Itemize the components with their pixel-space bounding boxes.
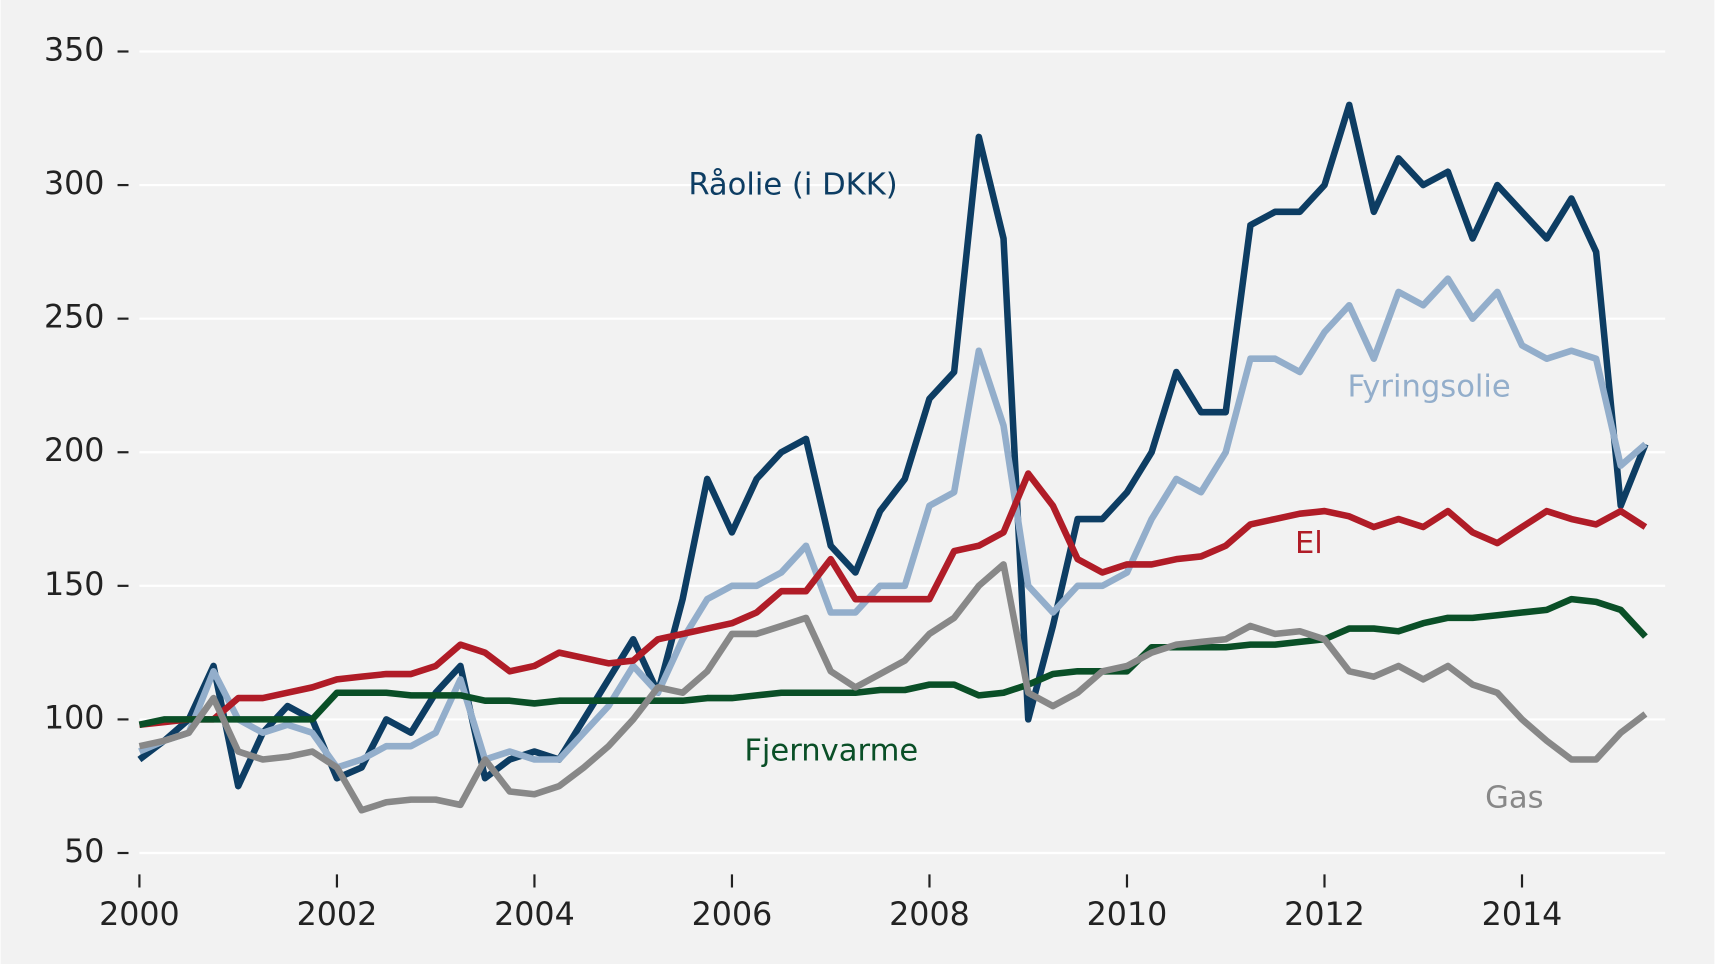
- series-line: [137, 101, 1649, 790]
- x-tick-label: 2014: [1482, 897, 1563, 933]
- series-label: Råolie (i DKK): [688, 167, 897, 202]
- y-tick-label: 300: [44, 166, 104, 202]
- x-tick-label: 2002: [297, 897, 378, 933]
- x-tick-label: 2006: [692, 897, 773, 933]
- x-tick-label: 2010: [1087, 897, 1168, 933]
- x-tick-label: 2008: [889, 897, 970, 933]
- y-tick-label: 50: [64, 834, 104, 870]
- x-tick-label: 2004: [494, 897, 575, 933]
- series-label: El: [1295, 526, 1323, 561]
- y-tick-label: 250: [44, 300, 104, 336]
- series-line: [138, 561, 1648, 814]
- series-line: [138, 275, 1648, 771]
- y-tick-label: 100: [44, 700, 104, 736]
- series-label: Gas: [1485, 780, 1543, 815]
- y-tick-label: 200: [44, 433, 104, 469]
- series-label: Fyringsolie: [1347, 370, 1510, 405]
- x-tick-label: 2000: [99, 897, 180, 933]
- series-line: [139, 470, 1648, 729]
- x-tick-label: 2012: [1284, 897, 1365, 933]
- y-tick-label: 350: [44, 32, 104, 68]
- series-label: Fjernvarme: [744, 733, 918, 768]
- series-line: [138, 595, 1648, 728]
- y-tick-label: 150: [44, 567, 104, 603]
